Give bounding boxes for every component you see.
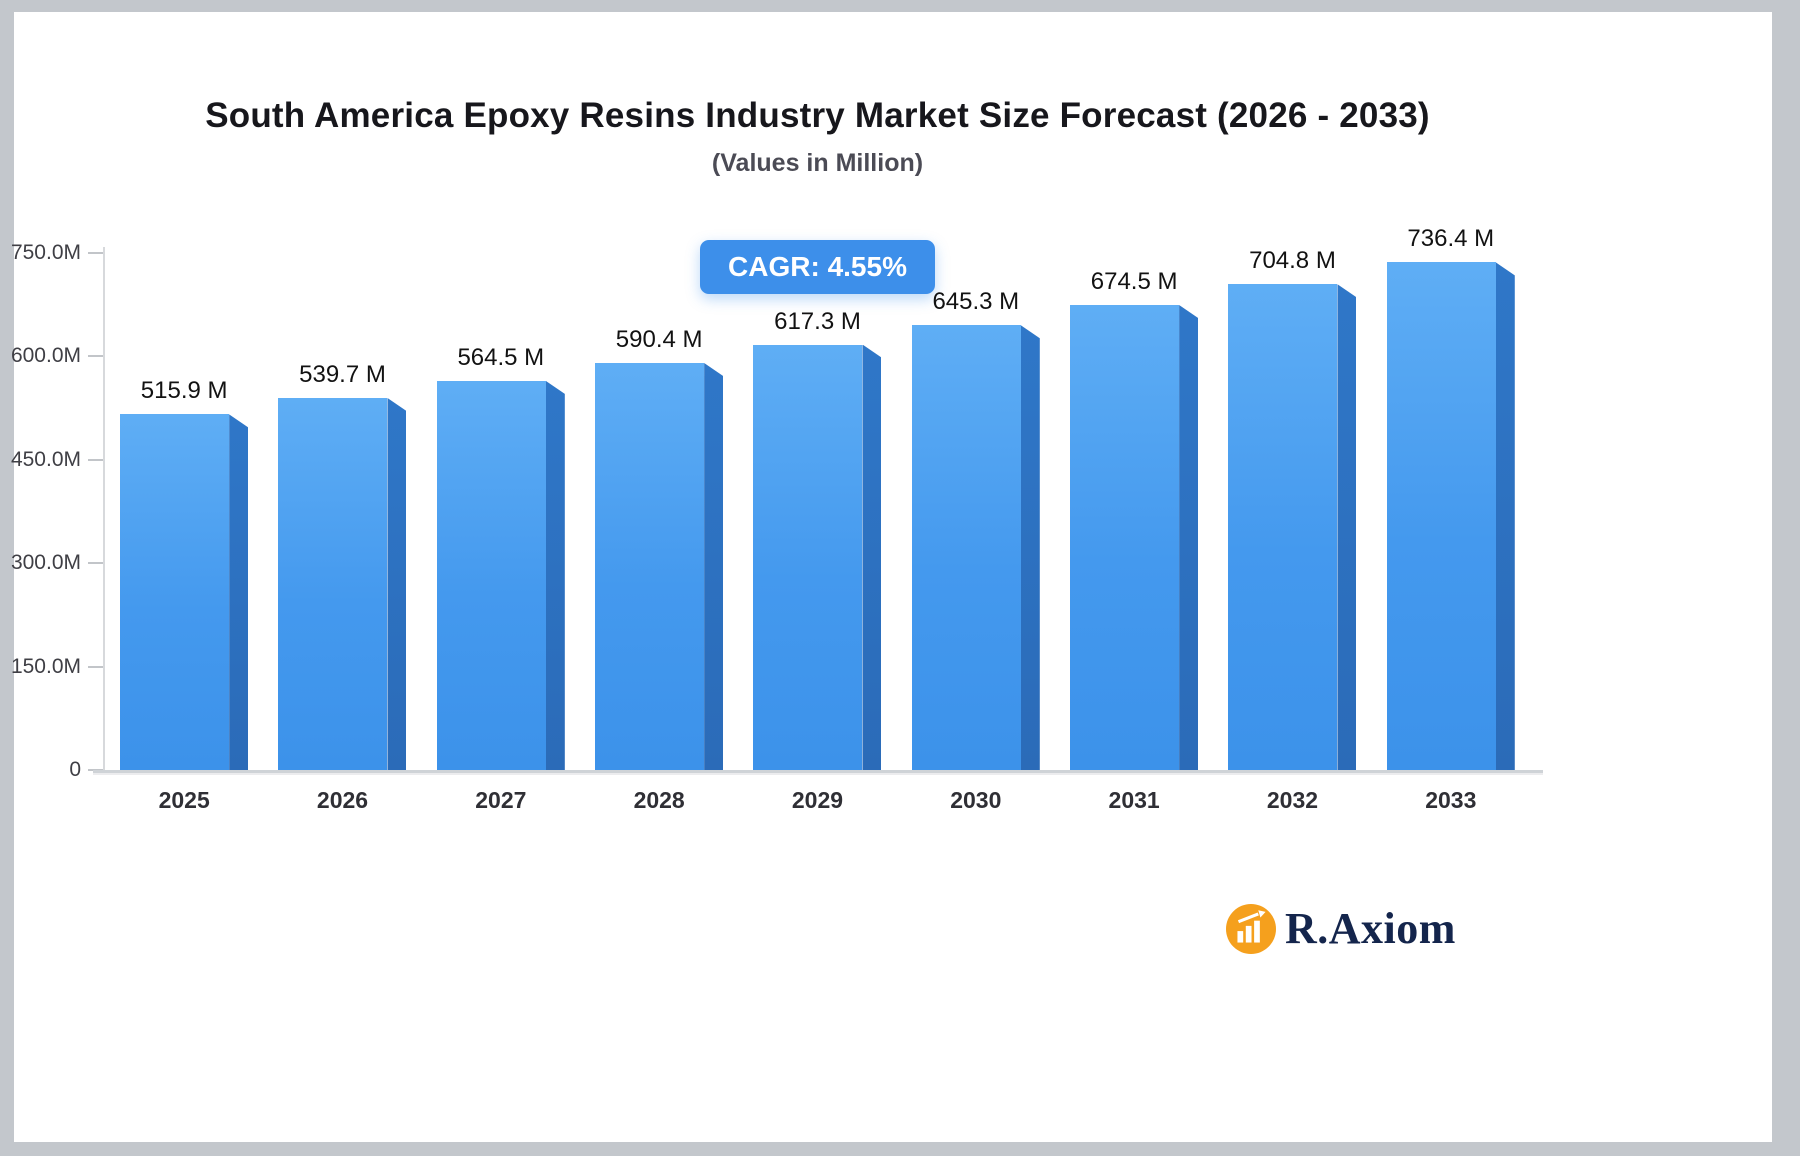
bar-front-face — [278, 398, 388, 770]
bar-side-face — [1495, 262, 1515, 770]
bar-value-label: 736.4 M — [1407, 225, 1495, 253]
chart-header: South America Epoxy Resins Industry Mark… — [14, 12, 1621, 294]
y-tick-label: 0 — [69, 758, 81, 781]
y-tick-mark — [88, 355, 105, 358]
x-axis-label: 2031 — [1108, 787, 1160, 813]
bar-side-face — [1179, 305, 1199, 770]
bar-slot: 564.5 M — [422, 253, 580, 770]
bar-2033[interactable] — [1386, 262, 1515, 770]
bar-side-face — [862, 344, 882, 770]
plot-area: 515.9 M 539.7 M 564.5 M 590.4 M 617.3 M 645.3… — [93, 225, 1543, 773]
bar-2026[interactable] — [278, 398, 407, 770]
bar-2029[interactable] — [753, 344, 882, 770]
y-tick-mark — [88, 458, 105, 461]
y-tick-label: 300.0M — [10, 551, 81, 575]
bar-slot: 590.4 M — [580, 253, 738, 770]
bar-front-face — [1070, 305, 1180, 770]
chart-canvas: South America Epoxy Resins Industry Mark… — [11, 12, 1772, 1142]
bar-side-face — [704, 363, 724, 770]
bar-front-face — [595, 363, 705, 770]
bar-front-face — [120, 414, 230, 770]
bar-side-face — [545, 380, 565, 770]
bar-front-face — [436, 380, 546, 770]
bar-value-label: 590.4 M — [615, 326, 703, 353]
bar-2025[interactable] — [120, 414, 249, 770]
y-tick-label: 750.0M — [10, 241, 81, 264]
y-tick-mark — [88, 665, 105, 668]
x-labels-row: 2025 2026 2027 2028 2029 2030 2031 2032 2033 — [105, 787, 1530, 814]
bar-2030[interactable] — [911, 325, 1040, 770]
bar-2031[interactable] — [1070, 305, 1199, 770]
bar-slot: 736.4 M — [1372, 225, 1530, 770]
chart-subtitle: (Values in Million) — [711, 149, 924, 177]
bar-side-face — [1020, 325, 1040, 770]
y-tick: 300.0M — [11, 551, 105, 575]
x-axis-label: 2028 — [633, 787, 685, 813]
x-axis-label: 2025 — [158, 787, 210, 813]
bar-front-face — [911, 325, 1021, 770]
chart-title: South America Epoxy Resins Industry Mark… — [205, 96, 1430, 135]
bar-value-label: 674.5 M — [1090, 268, 1178, 295]
bar-front-face — [1386, 262, 1496, 770]
x-axis-label: 2027 — [475, 787, 527, 813]
bar-slot: 645.3 M — [897, 253, 1055, 770]
y-tick-mark — [88, 562, 105, 565]
y-tick-mark — [88, 252, 105, 254]
x-axis-line — [93, 770, 1543, 773]
logo-text: R.Axiom — [1285, 904, 1456, 953]
bar-value-label: 515.9 M — [140, 377, 228, 405]
bar-slot: 515.9 M — [105, 253, 263, 770]
bar-slot: 617.3 M — [738, 253, 896, 770]
bar-slot: 674.5 M — [1055, 253, 1213, 770]
x-axis-label: 2026 — [316, 787, 369, 813]
y-tick: 600.0M — [11, 344, 105, 368]
y-tick: 750.0M — [11, 241, 105, 265]
x-axis-label: 2030 — [950, 787, 1002, 813]
y-axis-ticks: 750.0M 600.0M 450.0M 300.0M 150.0M 0 — [11, 241, 105, 781]
bar-value-label: 564.5 M — [457, 343, 545, 371]
y-axis-line — [103, 247, 105, 770]
y-tick: 450.0M — [11, 448, 105, 472]
bar-front-face — [753, 344, 863, 770]
bar-value-label: 617.3 M — [774, 307, 861, 335]
bars-row: 515.9 M 539.7 M 564.5 M 590.4 M 617.3 M 645.3… — [105, 225, 1530, 770]
bar-value-label: 704.8 M — [1249, 247, 1336, 275]
bar-side-face — [1337, 284, 1357, 770]
bar-side-face — [229, 414, 249, 770]
bar-2032[interactable] — [1228, 284, 1357, 770]
y-tick: 150.0M — [11, 655, 105, 679]
x-axis-label: 2032 — [1266, 787, 1319, 813]
bar-2027[interactable] — [436, 380, 565, 770]
x-axis-label: 2033 — [1425, 787, 1477, 813]
y-tick-label: 450.0M — [10, 447, 81, 471]
bar-chart-rising-arrow-icon — [1226, 903, 1276, 954]
x-axis-label: 2029 — [791, 787, 844, 813]
brand-logo: R.Axiom — [1226, 903, 1456, 954]
bar-slot: 704.8 M — [1213, 247, 1371, 770]
y-tick-label: 600.0M — [10, 344, 81, 368]
bar-front-face — [1228, 284, 1338, 770]
bar-side-face — [387, 398, 407, 770]
bar-2028[interactable] — [595, 363, 724, 770]
bar-slot: 539.7 M — [263, 253, 421, 770]
y-tick-label: 150.0M — [10, 654, 81, 678]
bar-value-label: 645.3 M — [932, 288, 1020, 316]
bar-value-label: 539.7 M — [299, 361, 386, 388]
cagr-badge: CAGR: 4.55% — [700, 240, 935, 294]
